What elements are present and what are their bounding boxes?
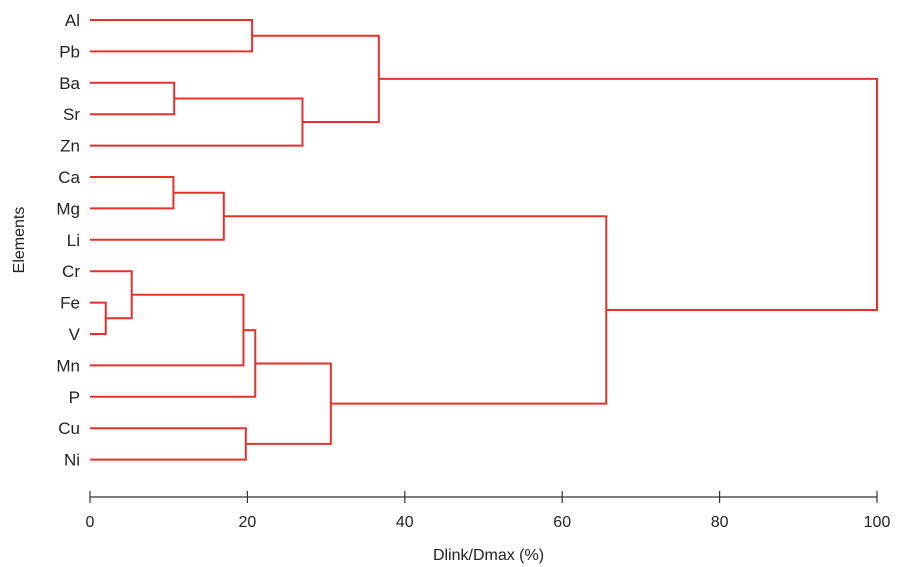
leaf-label-v: V — [69, 325, 81, 344]
link-n2 — [90, 270, 133, 320]
leaf-label-mn: Mn — [56, 356, 80, 375]
link-n3 — [90, 81, 176, 116]
x-ticks: 0 20 40 60 80 100 — [86, 491, 891, 531]
link-n12 — [252, 34, 380, 124]
link-n4 — [90, 176, 175, 210]
link-n7 — [90, 427, 247, 461]
leaf-label-al: Al — [65, 11, 80, 30]
leaf-label-sr: Sr — [63, 105, 80, 124]
x-tick-label-0: 0 — [86, 514, 95, 531]
link-n9 — [90, 329, 257, 398]
leaf-label-p: P — [69, 388, 80, 407]
leaf-label-mg: Mg — [56, 199, 80, 218]
link-n10 — [90, 97, 304, 147]
link-n11 — [245, 362, 332, 445]
leaf-label-cr: Cr — [62, 262, 80, 281]
x-tick-label-60: 60 — [553, 514, 571, 531]
leaf-label-cu: Cu — [58, 419, 80, 438]
link-n6 — [90, 293, 245, 367]
leaf-labels: Al Pb Ba Sr Zn Ca Mg Li Cr Fe V Mn P Cu Ni — [56, 11, 80, 470]
link-n13 — [223, 215, 608, 405]
x-tick-label-100: 100 — [864, 514, 891, 531]
leaf-label-ni: Ni — [64, 451, 80, 470]
link-n14 — [378, 77, 878, 311]
leaf-label-pb: Pb — [59, 42, 80, 61]
x-tick-label-20: 20 — [239, 514, 257, 531]
x-axis-title: Dlink/Dmax (%) — [433, 547, 544, 564]
x-tick-label-80: 80 — [711, 514, 729, 531]
leaf-label-ca: Ca — [58, 168, 80, 187]
link-n1 — [90, 301, 107, 335]
y-axis-title: Elements — [11, 207, 28, 274]
x-tick-label-40: 40 — [396, 514, 414, 531]
leaf-label-li: Li — [67, 231, 80, 250]
link-n8 — [90, 19, 254, 53]
leaf-label-fe: Fe — [60, 294, 80, 313]
dendrogram-links — [90, 19, 878, 461]
link-n5 — [90, 191, 225, 241]
leaf-label-ba: Ba — [59, 74, 80, 93]
x-axis: 0 20 40 60 80 100 — [86, 491, 891, 531]
leaf-label-zn: Zn — [60, 137, 80, 156]
